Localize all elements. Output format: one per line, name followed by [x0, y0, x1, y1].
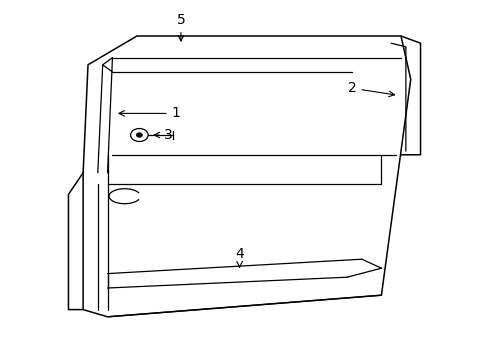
Text: 1: 1 [119, 107, 180, 120]
Text: 3: 3 [154, 128, 173, 142]
Circle shape [136, 133, 142, 137]
Text: 2: 2 [347, 81, 394, 97]
Text: 4: 4 [235, 247, 244, 267]
Text: 5: 5 [176, 13, 185, 41]
